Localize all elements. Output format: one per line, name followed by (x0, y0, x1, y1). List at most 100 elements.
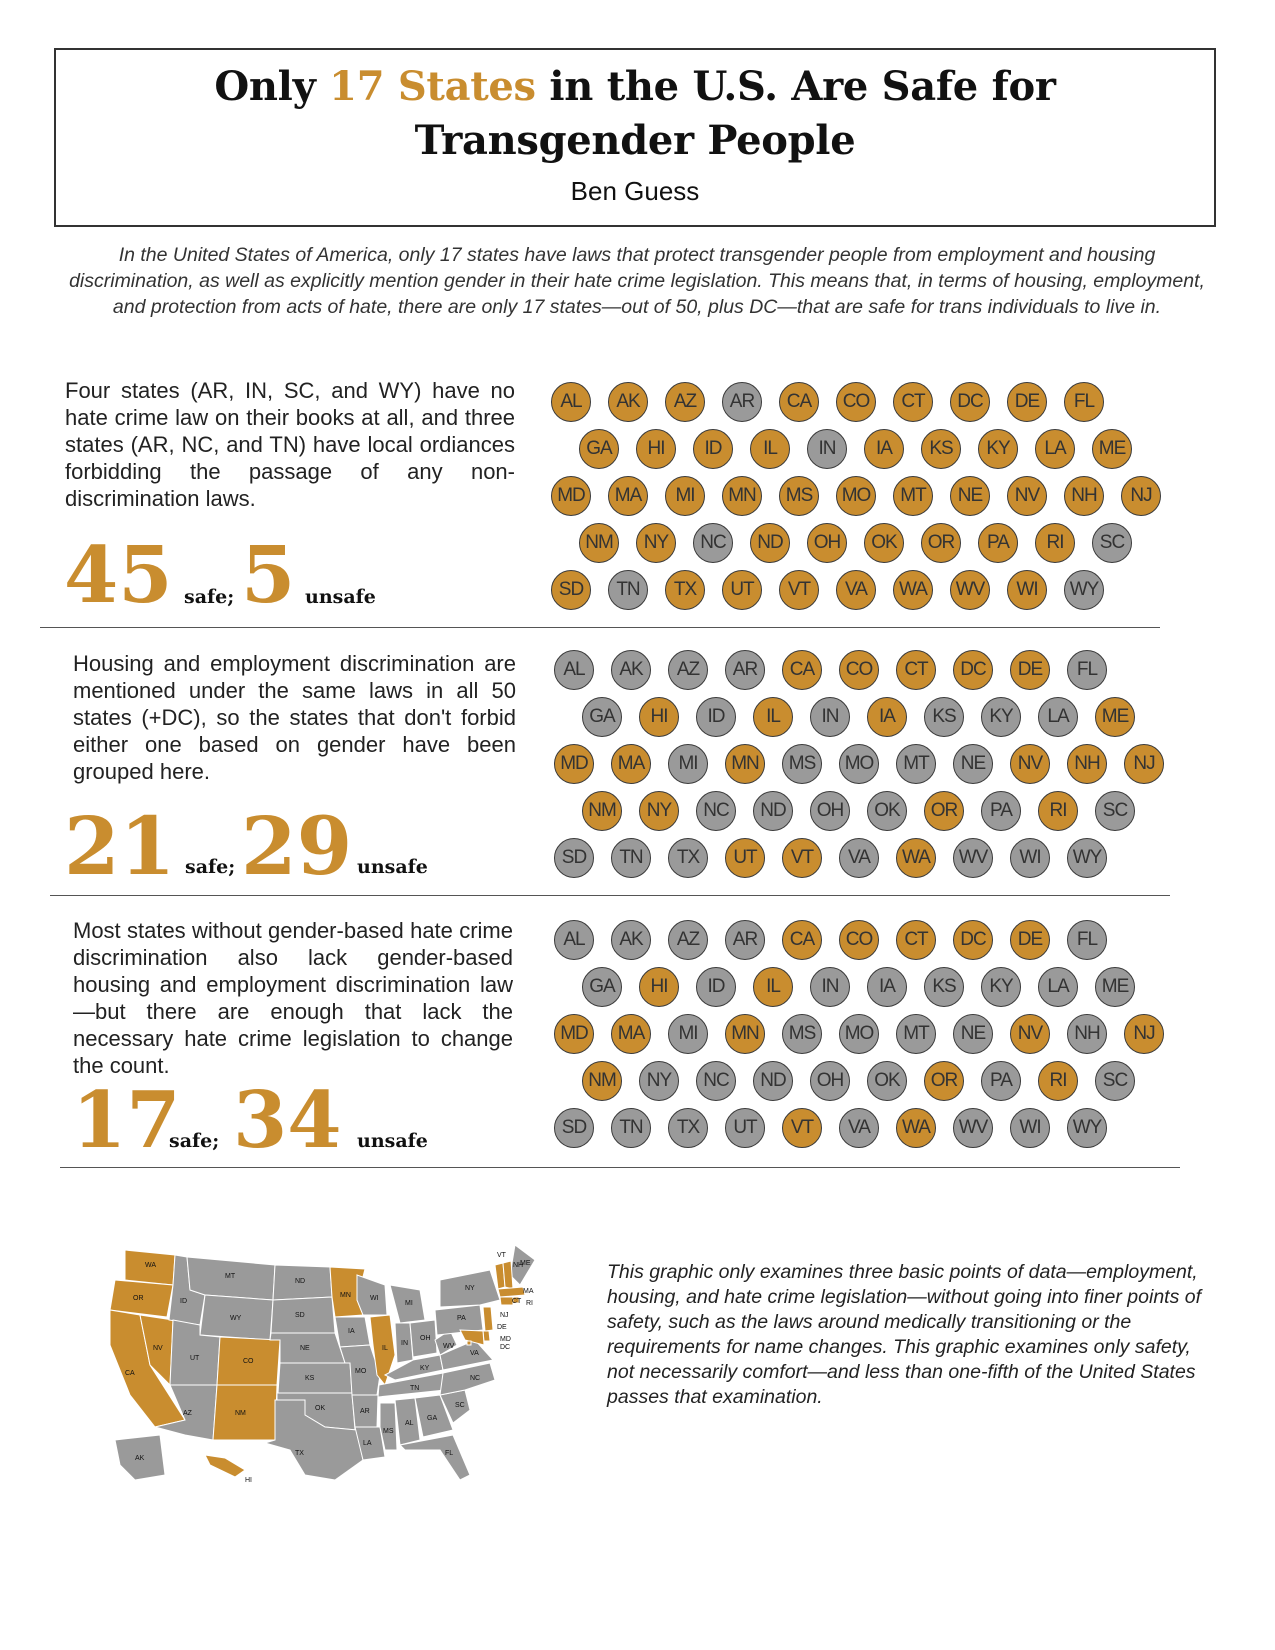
map-label-de: DE (497, 1324, 507, 1331)
map-label-ct: CT (512, 1298, 522, 1305)
state-dot-il: IL (750, 429, 790, 469)
map-label-nd: ND (295, 1278, 305, 1285)
state-dot-sd: SD (554, 838, 594, 878)
state-dot-ma: MA (611, 1014, 651, 1054)
state-dot-ia: IA (867, 967, 907, 1007)
us-map: WA OR CA NV ID MT WY UT CO AZ NM ND SD NE KS OK TX MN IA MO… (109, 1245, 536, 1484)
state-dot-il: IL (753, 967, 793, 1007)
map-label-md: MD (500, 1336, 511, 1343)
state-dot-mo: MO (839, 1014, 879, 1054)
state-dot-me: ME (1095, 697, 1135, 737)
state-dot-ut: UT (722, 570, 762, 610)
state-dot-fl: FL (1067, 650, 1107, 690)
state-dot-dc: DC (950, 382, 990, 422)
section-2-safe-count: 21 (64, 799, 176, 893)
state-dot-mn: MN (725, 744, 765, 784)
section-2-unsafe-label: unsafe (357, 856, 428, 878)
map-state-ak (114, 1434, 166, 1481)
divider (60, 1167, 1180, 1168)
map-label-vt: VT (497, 1252, 507, 1259)
state-dot-ar: AR (722, 382, 762, 422)
map-label-ky: KY (420, 1365, 430, 1372)
divider (50, 895, 1170, 896)
map-label-ga: GA (427, 1415, 437, 1422)
state-dot-az: AZ (668, 920, 708, 960)
state-dot-nc: NC (696, 1061, 736, 1101)
map-label-ks: KS (305, 1375, 315, 1382)
state-dot-ar: AR (725, 650, 765, 690)
state-dot-or: OR (924, 1061, 964, 1101)
section-3-unsafe-label: unsafe (357, 1130, 428, 1152)
state-dot-ny: NY (639, 791, 679, 831)
map-label-ma: MA (523, 1288, 534, 1295)
section-2-unsafe-count: 29 (241, 799, 353, 893)
state-dot-ga: GA (582, 697, 622, 737)
map-label-ny: NY (465, 1285, 475, 1292)
state-dot-nj: NJ (1121, 476, 1161, 516)
map-label-ar: AR (360, 1408, 370, 1415)
state-dot-wy: WY (1067, 1108, 1107, 1148)
state-dot-ky: KY (978, 429, 1018, 469)
map-state-ri (512, 1296, 520, 1304)
state-dot-al: AL (554, 650, 594, 690)
state-dot-ny: NY (639, 1061, 679, 1101)
state-dot-ak: AK (608, 382, 648, 422)
map-state-ks (277, 1362, 353, 1394)
state-dot-ok: OK (867, 1061, 907, 1101)
state-dot-ut: UT (725, 1108, 765, 1148)
map-label-la: LA (363, 1440, 372, 1447)
map-label-ne: NE (300, 1345, 310, 1352)
state-dot-nh: NH (1067, 1014, 1107, 1054)
state-dot-fl: FL (1067, 920, 1107, 960)
state-dot-mt: MT (896, 744, 936, 784)
state-dot-de: DE (1010, 650, 1050, 690)
state-dot-nv: NV (1010, 1014, 1050, 1054)
map-state-mi (389, 1284, 426, 1324)
map-label-wi: WI (370, 1295, 379, 1302)
map-label-nv: NV (153, 1345, 163, 1352)
map-label-or: OR (133, 1295, 144, 1302)
map-state-al (394, 1397, 421, 1446)
state-dot-mi: MI (668, 1014, 708, 1054)
state-dot-az: AZ (668, 650, 708, 690)
state-dot-mn: MN (725, 1014, 765, 1054)
state-dot-tn: TN (608, 570, 648, 610)
state-dot-wy: WY (1064, 570, 1104, 610)
state-dot-nc: NC (693, 523, 733, 563)
page-title: Only 17 States in the U.S. Are Safe for … (56, 60, 1214, 168)
state-dot-nh: NH (1064, 476, 1104, 516)
state-dot-sc: SC (1095, 1061, 1135, 1101)
state-dot-ok: OK (867, 791, 907, 831)
state-dot-ks: KS (921, 429, 961, 469)
state-dot-dc: DC (953, 650, 993, 690)
map-label-in: IN (401, 1340, 408, 1347)
state-dot-va: VA (839, 1108, 879, 1148)
map-state-ga (414, 1394, 454, 1438)
state-dot-or: OR (924, 791, 964, 831)
map-state-hi (204, 1454, 246, 1478)
section-1-safe-count: 45 (64, 530, 173, 621)
map-label-va: VA (470, 1350, 479, 1357)
title-post: in the U.S. Are Safe for (535, 63, 1056, 110)
map-label-me: ME (520, 1260, 531, 1267)
state-dot-ri: RI (1038, 1061, 1078, 1101)
state-dot-in: IN (810, 967, 850, 1007)
map-state-nh (502, 1260, 514, 1290)
state-dot-ky: KY (981, 967, 1021, 1007)
state-dot-nj: NJ (1124, 1014, 1164, 1054)
state-dot-mn: MN (722, 476, 762, 516)
map-label-ms: MS (383, 1428, 394, 1435)
map-label-co: CO (243, 1358, 254, 1365)
map-label-dc: DC (500, 1344, 510, 1351)
state-dot-nv: NV (1007, 476, 1047, 516)
state-dot-al: AL (551, 382, 591, 422)
state-dot-ia: IA (867, 697, 907, 737)
state-dot-ca: CA (782, 920, 822, 960)
map-label-wv: WV (443, 1343, 455, 1350)
map-state-nj (482, 1306, 494, 1332)
state-dot-co: CO (836, 382, 876, 422)
state-dot-ne: NE (953, 1014, 993, 1054)
state-dot-wa: WA (896, 1108, 936, 1148)
author: Ben Guess (570, 176, 700, 206)
state-dot-wi: WI (1010, 1108, 1050, 1148)
